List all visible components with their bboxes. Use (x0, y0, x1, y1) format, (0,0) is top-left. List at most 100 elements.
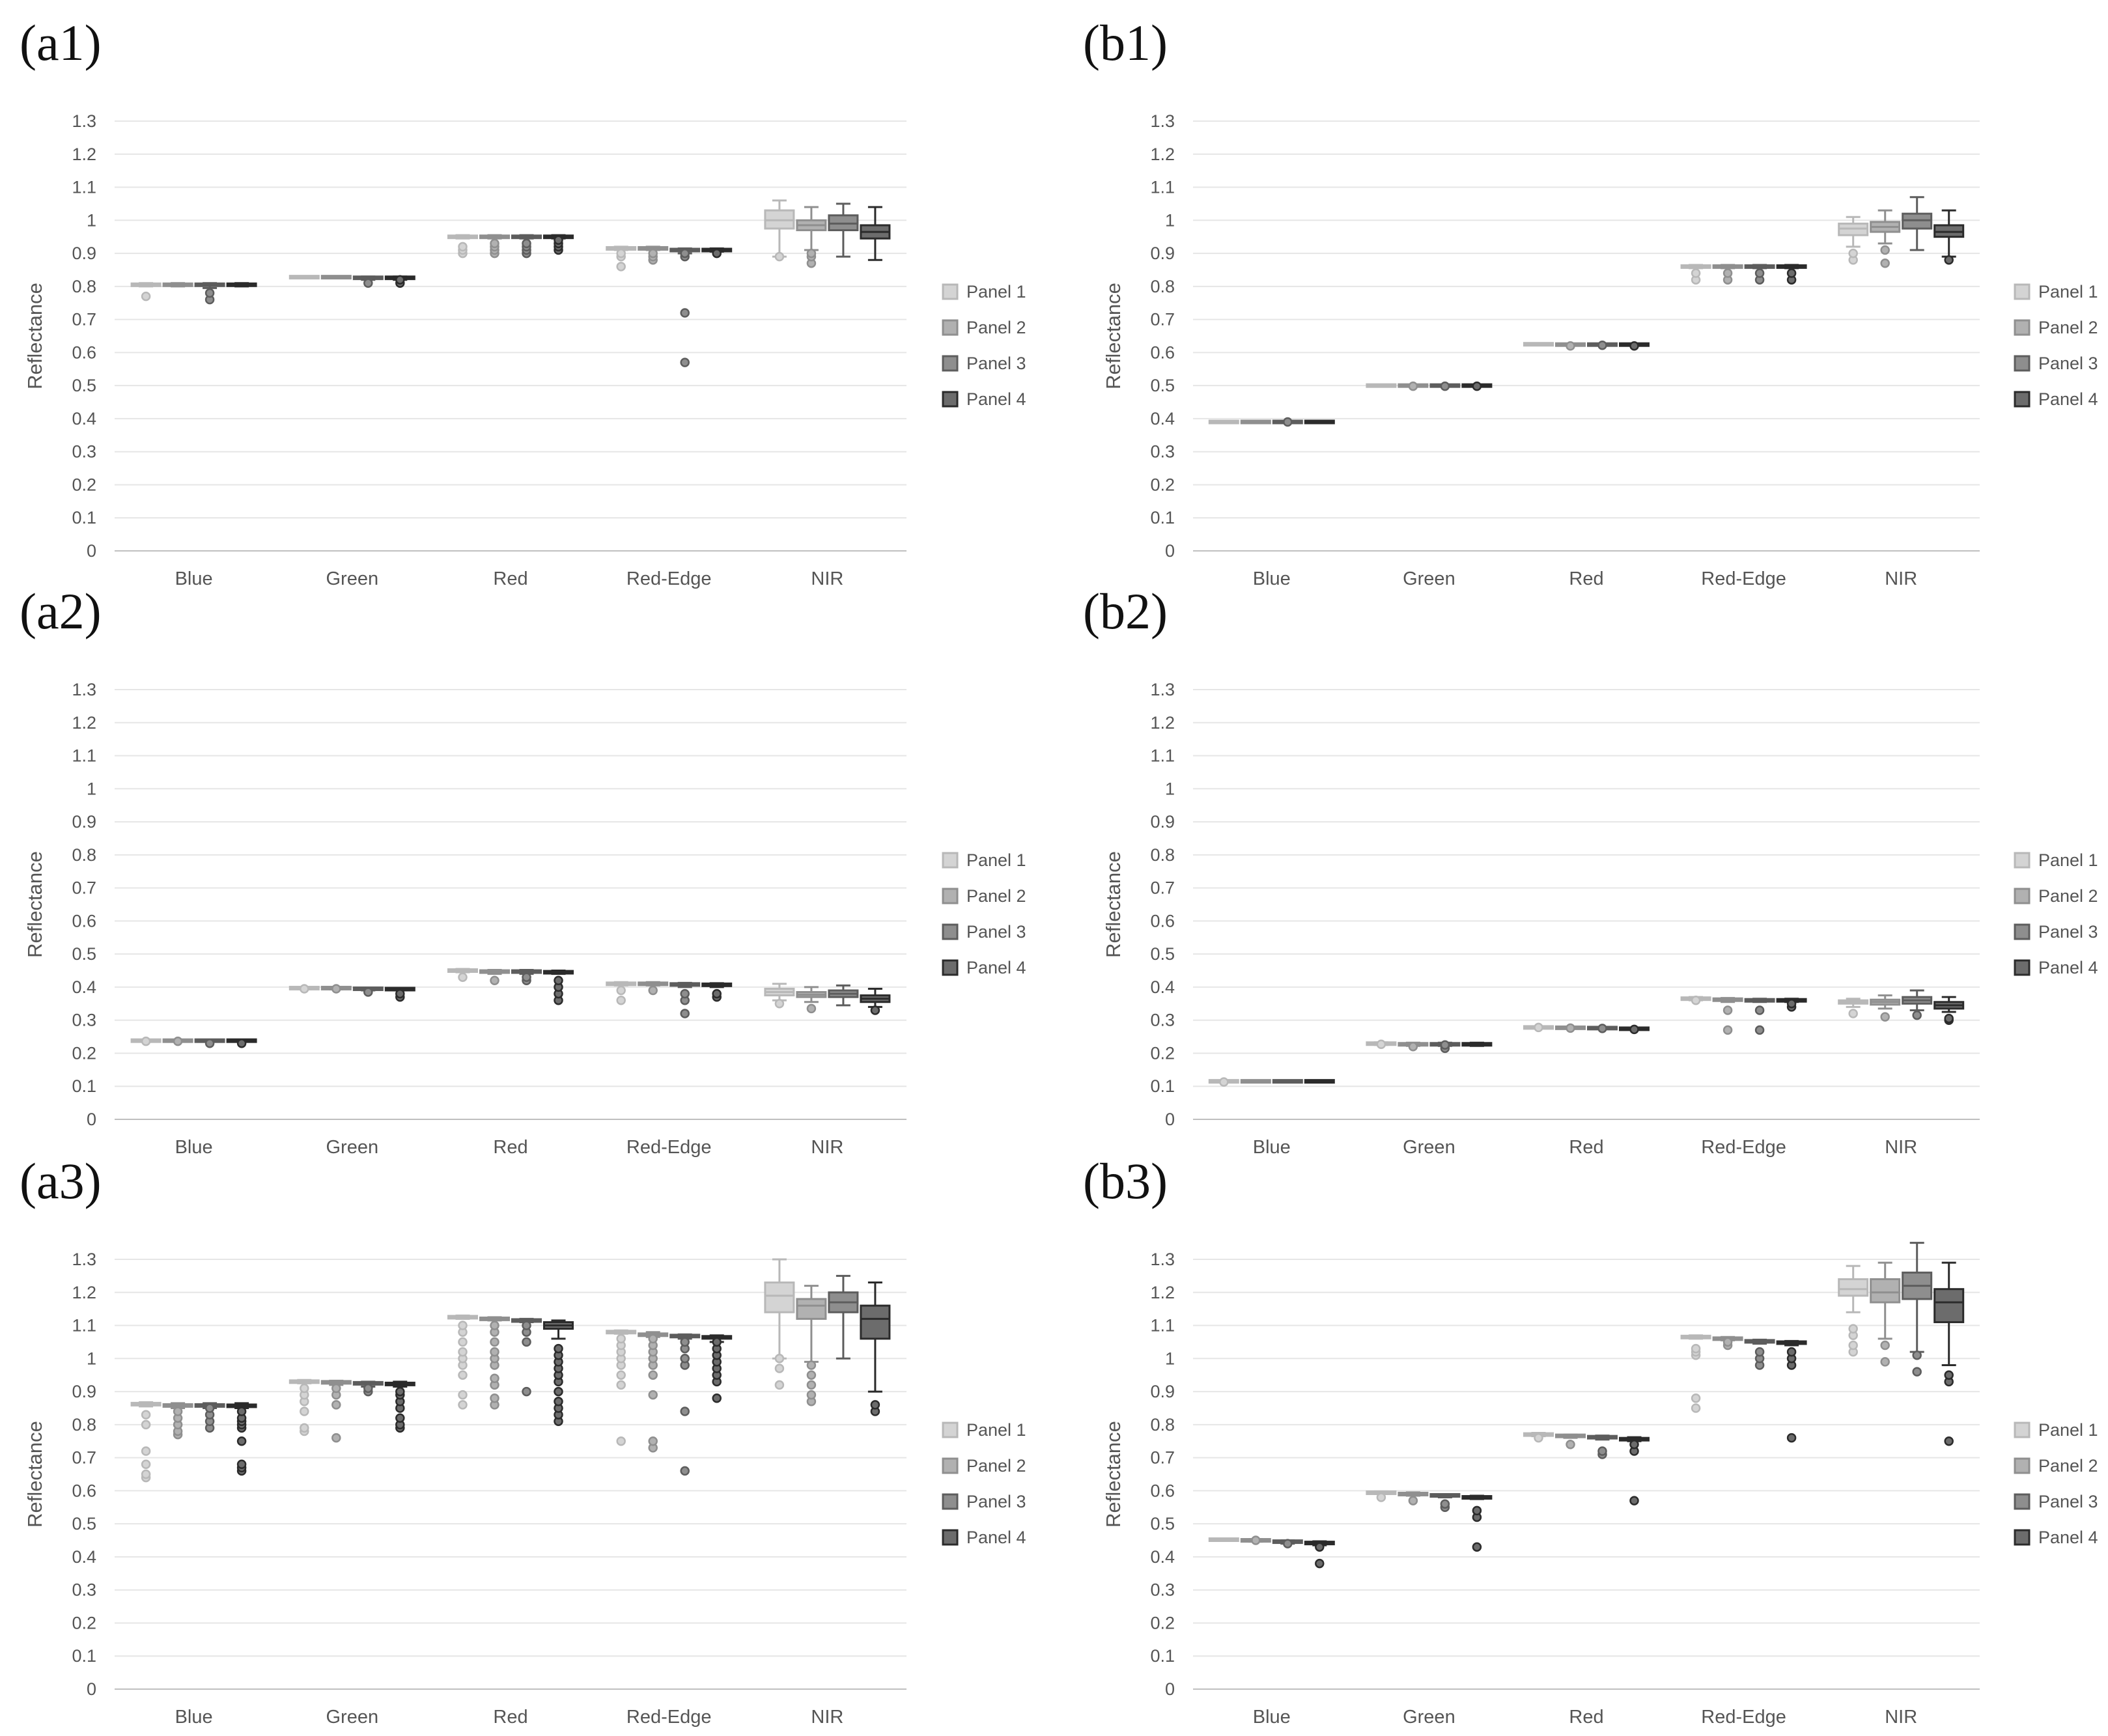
box-red-edge-panel-1 (1680, 264, 1711, 285)
y-tick-label: 1.3 (1150, 680, 1175, 699)
y-tick-label: 0 (87, 1110, 96, 1129)
box-red-panel-3 (511, 1317, 542, 1397)
outlier-point (1315, 1542, 1325, 1552)
outlier-point (1912, 1010, 1922, 1020)
outlier-point (1754, 1025, 1765, 1035)
y-tick-label: 0.6 (1150, 911, 1175, 931)
y-tick-label: 0.4 (1150, 1547, 1175, 1567)
y-tick-label: 1 (1165, 210, 1175, 230)
outlier-point (806, 1380, 817, 1390)
box-red-panel-2 (479, 1316, 510, 1410)
outlier-point (1597, 1446, 1607, 1456)
box-red-panel-1 (1523, 342, 1554, 347)
y-tick-label: 1.1 (1150, 178, 1175, 197)
outlier-point (1629, 1496, 1639, 1505)
outlier-point (1315, 1558, 1325, 1569)
outlier-point (554, 1397, 563, 1407)
legend-swatch (2014, 1529, 2031, 1546)
box-green-panel-3 (352, 1380, 384, 1397)
outlier-point (1472, 1505, 1482, 1516)
outlier-point (1251, 1535, 1261, 1545)
box-blue-panel-2 (162, 1036, 193, 1046)
outlier-point (204, 1403, 215, 1413)
y-tick-label: 0.3 (1150, 1011, 1175, 1030)
outlier-point (1786, 1433, 1797, 1443)
legend-swatch (2014, 1493, 2031, 1510)
x-category-label: Red-Edge (1701, 1707, 1786, 1728)
y-tick-label: 0 (87, 1679, 96, 1699)
legend-swatch (2014, 391, 2031, 408)
box-nir-panel-4 (1933, 1261, 1965, 1446)
y-tick-label: 1.3 (1150, 111, 1175, 131)
y-tick-label: 0.9 (1150, 812, 1175, 832)
outlier-point (1722, 1337, 1733, 1347)
box-nir-panel-4 (860, 1281, 891, 1416)
y-tick-label: 1.2 (72, 145, 96, 164)
outlier-point (458, 972, 468, 982)
legend-label: Panel 1 (966, 282, 1026, 301)
outlier-point (1440, 1040, 1450, 1050)
outlier-point (1219, 1077, 1229, 1087)
y-tick-label: 1 (87, 779, 96, 798)
box-blue-panel-2 (1240, 419, 1271, 425)
outlier-point (616, 995, 626, 1005)
box-iqr (860, 1304, 891, 1340)
panel-label: (b1) (1083, 14, 1168, 71)
box-nir-panel-3 (1902, 989, 1933, 1020)
outlier-point (1722, 1025, 1733, 1035)
legend-label: Panel 2 (2038, 886, 2098, 906)
outlier-point (363, 1383, 373, 1393)
legend-swatch (2014, 888, 2031, 904)
box-nir-panel-1 (764, 1258, 795, 1390)
outlier-point (1880, 259, 1890, 268)
box-green-panel-4 (1461, 381, 1493, 391)
outlier-point (680, 248, 690, 259)
x-category-label: Blue (1253, 568, 1291, 589)
outlier-point (774, 1354, 785, 1364)
legend-swatch (2014, 1421, 2031, 1438)
box-red-edge-panel-3 (669, 1333, 701, 1476)
panel-label: (b2) (1083, 583, 1168, 639)
outlier-point (554, 235, 563, 245)
outlier-point (1786, 268, 1797, 278)
box-nir-panel-2 (1870, 209, 1901, 268)
outlier-point (680, 1009, 690, 1018)
box-iqr (764, 1281, 795, 1313)
y-tick-label: 0.2 (72, 1613, 96, 1632)
outlier-point (236, 1407, 247, 1416)
outlier-point (774, 1364, 785, 1373)
box-red-edge-panel-2 (638, 1331, 669, 1453)
box-blue-panel-1 (130, 1036, 162, 1046)
box-nir-panel-3 (828, 984, 859, 1007)
box-red-edge-panel-2 (1712, 997, 1743, 1035)
box-nir-panel-3 (1902, 1242, 1933, 1377)
outlier-point (712, 248, 722, 259)
outlier-point (1722, 1005, 1733, 1015)
box-nir-panel-2 (796, 986, 827, 1014)
panel-label: (a1) (20, 14, 102, 71)
x-category-label: Red (493, 568, 527, 589)
box-blue-panel-4 (226, 1038, 257, 1048)
outlier-point (1408, 1042, 1418, 1052)
x-category-label: NIR (1885, 1707, 1917, 1728)
outlier-point (1944, 1436, 1954, 1446)
outlier-point (395, 1413, 405, 1423)
box-green-panel-4 (384, 275, 415, 288)
outlier-point (1691, 995, 1701, 1005)
y-tick-label: 1 (1165, 1349, 1175, 1368)
y-tick-label: 0.7 (72, 310, 96, 329)
outlier-point (141, 1420, 151, 1430)
y-tick-label: 0.5 (1150, 944, 1175, 964)
outlier-point (1944, 1013, 1954, 1024)
outlier-point (554, 1343, 563, 1354)
x-category-label: NIR (811, 1707, 843, 1728)
box-red-edge-panel-1 (606, 245, 637, 272)
outlier-point (1440, 381, 1450, 391)
outlier-point (712, 988, 722, 999)
box-red-panel-1 (1523, 1432, 1554, 1443)
x-category-label: Red-Edge (1701, 568, 1786, 589)
box-blue-panel-4 (1304, 1540, 1335, 1569)
legend: Panel 1 Panel 2 Panel 3 Panel 4 (2014, 282, 2098, 409)
outlier-point (1408, 381, 1418, 391)
x-category-label: Green (326, 1137, 378, 1158)
